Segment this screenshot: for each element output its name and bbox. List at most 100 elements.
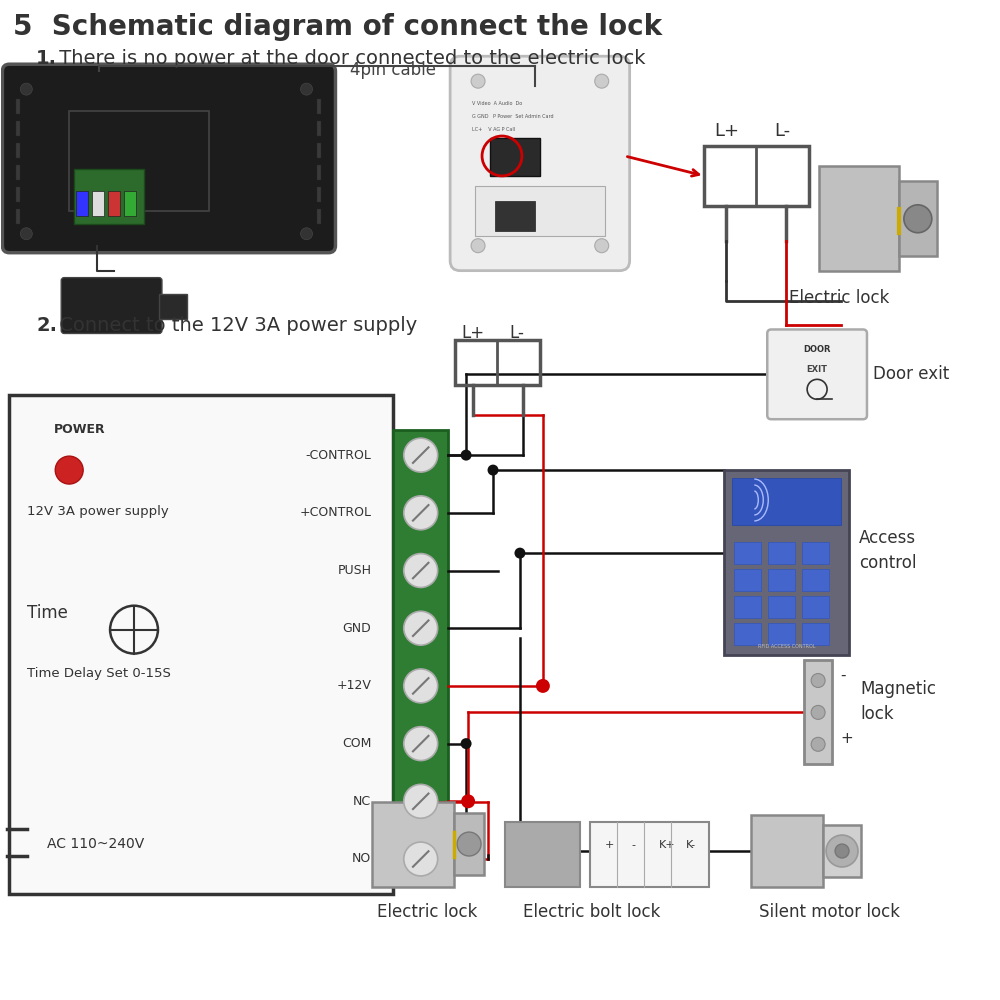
Bar bbox=[802, 596, 829, 618]
Bar bbox=[823, 825, 861, 877]
Bar bbox=[317, 143, 321, 158]
Circle shape bbox=[404, 669, 438, 703]
Text: -: - bbox=[632, 840, 636, 850]
Text: V Video  A Audio  Do: V Video A Audio Do bbox=[472, 101, 522, 106]
Bar bbox=[734, 623, 761, 645]
FancyBboxPatch shape bbox=[767, 329, 867, 419]
Circle shape bbox=[404, 496, 438, 530]
Circle shape bbox=[404, 438, 438, 472]
Bar bbox=[454, 813, 484, 875]
Circle shape bbox=[404, 842, 438, 876]
Circle shape bbox=[301, 83, 313, 95]
Circle shape bbox=[461, 738, 472, 749]
Bar bbox=[704, 146, 809, 206]
Text: Time: Time bbox=[27, 604, 68, 622]
Text: NC: NC bbox=[353, 795, 371, 808]
Circle shape bbox=[835, 844, 849, 858]
Text: Silent motor lock: Silent motor lock bbox=[759, 903, 900, 921]
Circle shape bbox=[471, 74, 485, 88]
FancyBboxPatch shape bbox=[2, 64, 335, 253]
Circle shape bbox=[404, 611, 438, 645]
Text: Door exit: Door exit bbox=[873, 365, 949, 383]
Text: AC 110~240V: AC 110~240V bbox=[47, 837, 145, 851]
Bar bbox=[9, 395, 393, 894]
Text: GND: GND bbox=[343, 622, 371, 635]
Circle shape bbox=[595, 239, 609, 253]
Bar bbox=[317, 121, 321, 136]
Text: L-: L- bbox=[510, 324, 524, 342]
Bar bbox=[393, 430, 448, 884]
Bar bbox=[317, 99, 321, 114]
Bar bbox=[16, 209, 20, 224]
Text: 2.: 2. bbox=[36, 316, 57, 335]
Bar bbox=[734, 569, 761, 591]
Bar bbox=[490, 138, 540, 176]
Bar bbox=[108, 191, 120, 216]
Bar bbox=[734, 596, 761, 618]
Text: 4pin cable: 4pin cable bbox=[350, 61, 436, 79]
Bar bbox=[768, 569, 795, 591]
Bar bbox=[317, 209, 321, 224]
Bar bbox=[802, 623, 829, 645]
Circle shape bbox=[457, 832, 481, 856]
Bar bbox=[317, 165, 321, 180]
Bar bbox=[16, 187, 20, 202]
Text: +12V: +12V bbox=[336, 679, 371, 692]
Bar bbox=[732, 478, 841, 525]
Text: Electric bolt lock: Electric bolt lock bbox=[523, 903, 660, 921]
Circle shape bbox=[811, 674, 825, 687]
Text: 1.: 1. bbox=[36, 49, 57, 68]
Bar bbox=[16, 165, 20, 180]
Bar bbox=[159, 294, 187, 319]
Bar bbox=[69, 111, 209, 211]
FancyBboxPatch shape bbox=[450, 56, 630, 271]
Circle shape bbox=[488, 465, 499, 476]
Circle shape bbox=[904, 205, 932, 233]
Bar bbox=[734, 542, 761, 564]
Text: K+: K+ bbox=[659, 840, 675, 850]
Circle shape bbox=[404, 554, 438, 587]
Text: Magnetic
lock: Magnetic lock bbox=[860, 680, 936, 723]
Bar bbox=[802, 569, 829, 591]
Bar bbox=[16, 143, 20, 158]
Circle shape bbox=[301, 228, 313, 240]
Text: NO: NO bbox=[352, 852, 371, 866]
Text: DOOR: DOOR bbox=[803, 345, 831, 354]
Circle shape bbox=[404, 727, 438, 761]
Text: 12V 3A power supply: 12V 3A power supply bbox=[27, 505, 169, 518]
Bar bbox=[92, 191, 104, 216]
Circle shape bbox=[55, 456, 83, 484]
Bar bbox=[455, 340, 540, 385]
Bar bbox=[819, 166, 899, 271]
Bar bbox=[16, 99, 20, 114]
Bar bbox=[899, 181, 937, 256]
Circle shape bbox=[811, 705, 825, 719]
Bar bbox=[505, 822, 580, 887]
Circle shape bbox=[20, 228, 32, 240]
Text: LC+    V AG P Call: LC+ V AG P Call bbox=[472, 127, 515, 132]
Text: L+: L+ bbox=[462, 324, 485, 342]
Text: EXIT: EXIT bbox=[807, 365, 828, 374]
Bar bbox=[802, 542, 829, 564]
Text: 5  Schematic diagram of connect the lock: 5 Schematic diagram of connect the lock bbox=[13, 13, 662, 41]
Text: Electric lock: Electric lock bbox=[377, 903, 478, 921]
Text: K-: K- bbox=[685, 840, 696, 850]
Circle shape bbox=[461, 450, 472, 461]
Bar bbox=[74, 169, 144, 224]
Text: Electric lock: Electric lock bbox=[789, 289, 890, 307]
Circle shape bbox=[595, 74, 609, 88]
Circle shape bbox=[404, 784, 438, 818]
Text: +: + bbox=[840, 731, 853, 746]
Circle shape bbox=[514, 548, 525, 559]
Circle shape bbox=[536, 679, 550, 693]
Bar bbox=[590, 822, 709, 887]
FancyBboxPatch shape bbox=[61, 278, 162, 333]
Bar bbox=[768, 596, 795, 618]
Bar bbox=[768, 542, 795, 564]
Bar bbox=[16, 121, 20, 136]
Text: +: + bbox=[605, 840, 614, 850]
Text: +CONTROL: +CONTROL bbox=[299, 506, 371, 519]
Bar bbox=[768, 623, 795, 645]
Text: L-: L- bbox=[774, 122, 790, 140]
Bar bbox=[317, 187, 321, 202]
